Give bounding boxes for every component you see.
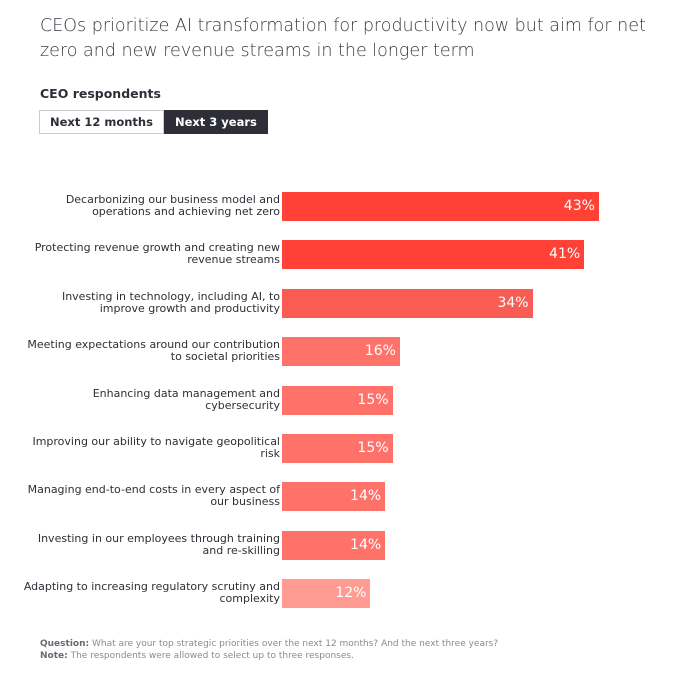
category-label: Managing end-to-end costs in every aspec… <box>27 483 280 509</box>
data-label: 34% <box>497 294 529 311</box>
bar: 15% <box>282 385 393 415</box>
bar: 41% <box>282 240 585 270</box>
data-label: 12% <box>335 585 367 602</box>
bar: 16% <box>282 337 400 367</box>
data-label: 41% <box>549 246 581 263</box>
footer: Question: What are your top strategic pr… <box>40 638 498 662</box>
bar: 34% <box>282 288 533 318</box>
bar: 12% <box>282 579 371 609</box>
data-label: 43% <box>563 198 595 214</box>
category-label: Investing in technology, including AI, t… <box>61 289 280 315</box>
data-label: 16% <box>364 343 396 360</box>
bar: 43% <box>282 192 599 221</box>
category-label: Protecting revenue growth and creating n… <box>34 241 280 267</box>
note-label: Note: <box>40 651 68 661</box>
data-label: 15% <box>357 391 389 408</box>
question-label: Question: <box>40 639 90 649</box>
bar: 14% <box>282 482 386 512</box>
bar: 15% <box>282 434 393 463</box>
category-label: Adapting to increasing regulatory scruti… <box>23 580 280 606</box>
data-label: 15% <box>357 440 389 456</box>
tab-next-12-months[interactable]: Next 12 months <box>39 110 164 134</box>
bar: 14% <box>282 530 386 560</box>
category-label: Meeting expectations around our contribu… <box>27 338 280 364</box>
data-label: 14% <box>350 536 382 553</box>
note-text: The respondents were allowed to select u… <box>67 651 354 661</box>
category-label: Investing in our employees through train… <box>37 531 280 557</box>
period-tabs: Next 12 months Next 3 years <box>39 110 268 134</box>
chart-title: CEOs prioritize AI transformation for pr… <box>40 16 646 61</box>
data-label: 14% <box>350 488 382 505</box>
chart-subtitle: CEO respondents <box>40 86 161 101</box>
category-label: Improving our ability to navigate geopol… <box>32 435 280 460</box>
category-label: Decarbonizing our business model and ope… <box>65 193 280 218</box>
tab-next-3-years[interactable]: Next 3 years <box>163 110 268 134</box>
category-label: Enhancing data management and cybersecur… <box>92 386 280 412</box>
question-text: What are your top strategic priorities o… <box>89 639 499 649</box>
